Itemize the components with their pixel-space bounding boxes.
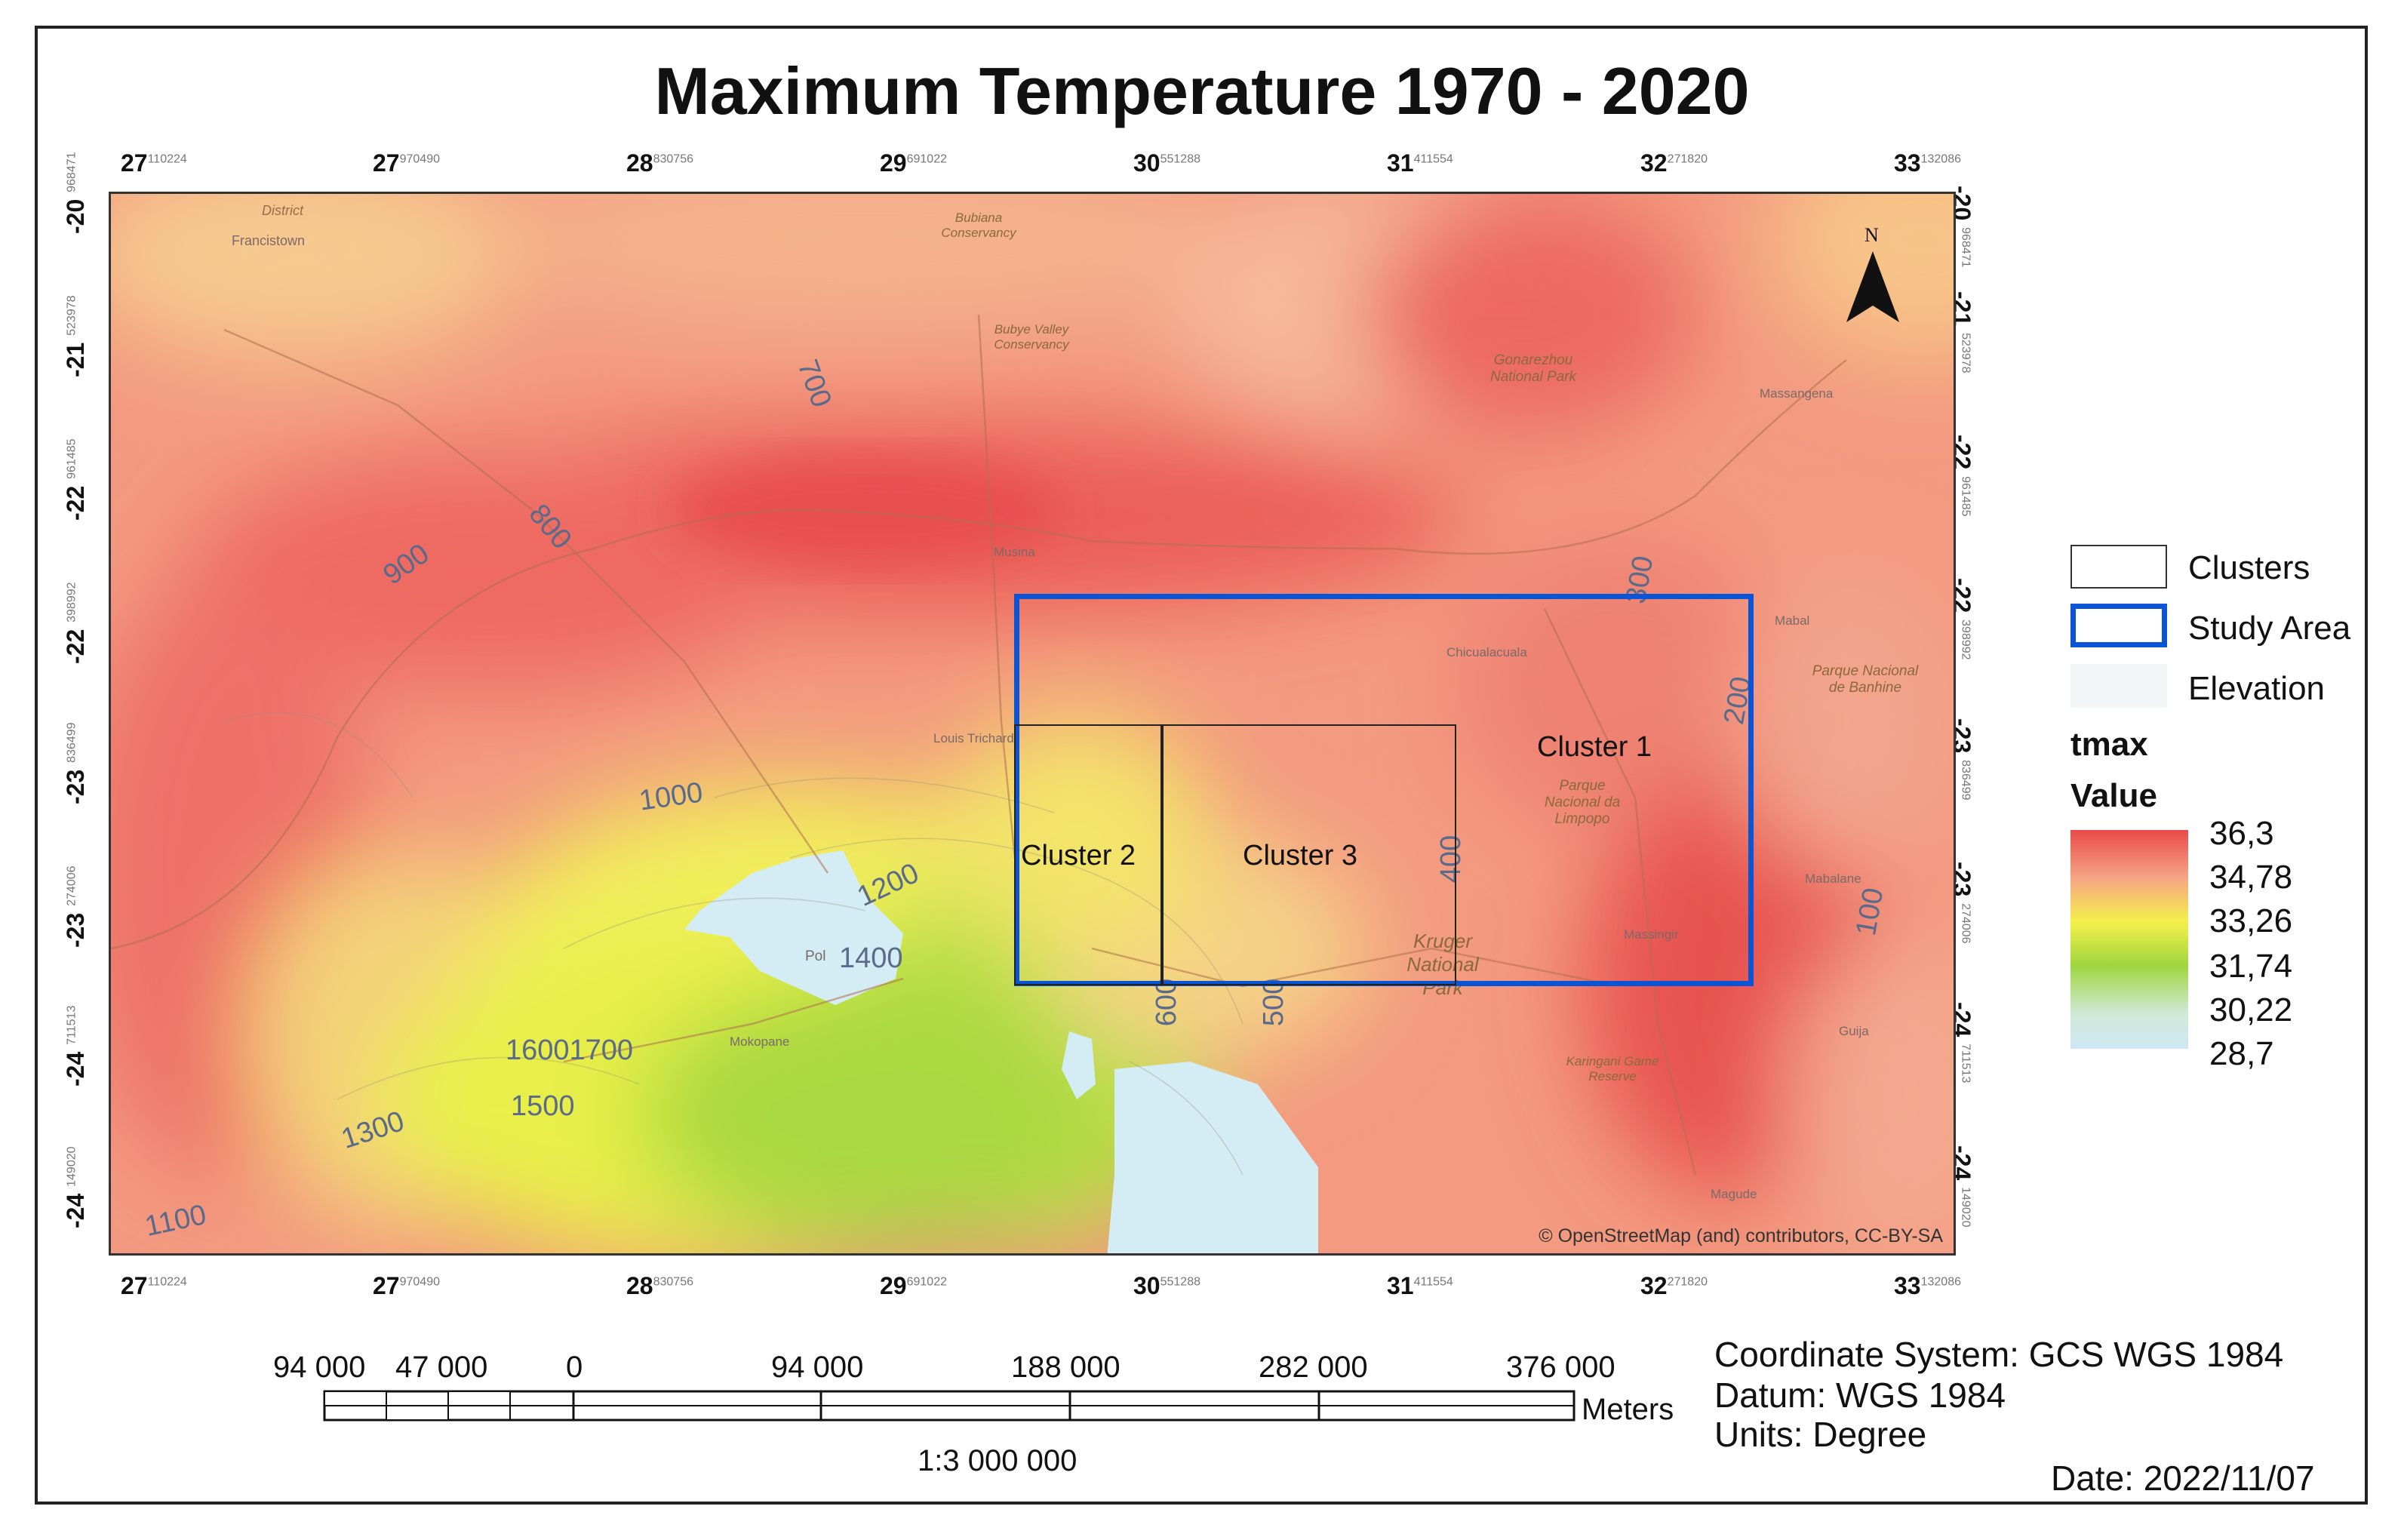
- top-tick-7: 32271820: [1640, 149, 1708, 177]
- temperature-surface: [111, 194, 1954, 1253]
- elevation-patch-west: [684, 850, 903, 1005]
- legend-study-area-swatch: [2070, 604, 2167, 647]
- place-francistown: Francistown: [232, 233, 306, 248]
- place-mabalane: Mabalane: [1805, 871, 1861, 886]
- datum-text: Datum: WGS 1984: [1714, 1376, 2006, 1415]
- scale-bar-graphic: [323, 1390, 1576, 1422]
- scale-label-2: 47 000: [395, 1351, 488, 1384]
- units-text: Units: Degree: [1714, 1415, 1927, 1454]
- contour-label-1400: 1400: [839, 942, 903, 974]
- legend-study-area-label: Study Area: [2188, 610, 2351, 647]
- cluster-2-polygon[interactable]: [1014, 724, 1162, 985]
- legend-elevation-label: Elevation: [2188, 670, 2326, 707]
- place-karingani: Karingani Game Reserve: [1566, 1054, 1659, 1084]
- bottom-tick-7: 32271820: [1640, 1272, 1708, 1299]
- place-district: District: [262, 203, 303, 218]
- left-tick-1: -20 968471: [62, 152, 89, 234]
- legend-clusters-swatch: [2070, 545, 2167, 589]
- scale-ratio: 1:3 000 000: [918, 1444, 1077, 1477]
- bottom-tick-3: 28830756: [626, 1272, 693, 1299]
- top-tick-1: 27110224: [121, 149, 187, 177]
- legend-value-3: 33,26: [2209, 902, 2293, 939]
- place-mabal: Mabal: [1775, 613, 1810, 628]
- cluster-1-label: Cluster 1: [1537, 731, 1652, 763]
- top-tick-2: 27970490: [373, 149, 440, 177]
- elevation-patch-south: [1107, 1062, 1318, 1253]
- place-louis-trichardt: Louis Trichardt: [933, 731, 1018, 745]
- legend-value-6: 28,7: [2209, 1035, 2274, 1072]
- top-tick-4: 29691022: [880, 149, 947, 177]
- scale-label-4: 94 000: [771, 1351, 864, 1384]
- bottom-tick-6: 31411554: [1387, 1272, 1453, 1299]
- legend-clusters-label: Clusters: [2188, 549, 2310, 586]
- north-arrow-icon: N: [1846, 224, 1899, 322]
- contour-label-1500: 1500: [511, 1090, 575, 1122]
- top-tick-6: 31411554: [1387, 149, 1453, 177]
- legend-value-title: Value: [2070, 777, 2157, 814]
- scale-label-1: 94 000: [273, 1351, 366, 1384]
- elevation-patch-small: [1062, 1031, 1096, 1099]
- bottom-tick-4: 29691022: [880, 1272, 947, 1299]
- place-guija: Guija: [1839, 1024, 1869, 1038]
- bottom-tick-5: 30551288: [1133, 1272, 1200, 1299]
- legend-value-2: 34,78: [2209, 859, 2293, 896]
- contour-lines: [223, 712, 1244, 1176]
- place-kruger: Kruger National Park: [1406, 930, 1479, 999]
- layout-frame: [35, 26, 2368, 1505]
- cluster-2-label: Cluster 2: [1021, 840, 1136, 871]
- top-tick-8: 33132086: [1894, 149, 1961, 177]
- legend-elevation-swatch: [2070, 664, 2167, 708]
- place-polokwane: Pol: [805, 948, 826, 964]
- place-gonarezhou: Gonarezhou National Park: [1489, 352, 1577, 385]
- place-musina: Musina: [994, 545, 1035, 559]
- map-panel[interactable]: 700 800 900 1000 1200 1400 16001700 1500…: [109, 192, 1956, 1256]
- contour-label-16001700: 16001700: [506, 1034, 634, 1066]
- coordinate-system-text: Coordinate System: GCS WGS 1984: [1714, 1335, 2284, 1374]
- place-chicualacuala: Chicualacuala: [1446, 645, 1527, 659]
- study-area-outline[interactable]: [1014, 594, 1754, 986]
- top-tick-3: 28830756: [626, 149, 693, 177]
- bottom-tick-1: 27110224: [121, 1272, 187, 1299]
- scale-unit: Meters: [1582, 1393, 1674, 1426]
- attribution: © OpenStreetMap (and) contributors, CC-B…: [1539, 1225, 1943, 1246]
- cluster-3-label: Cluster 3: [1243, 840, 1358, 871]
- place-bubiana: Bubiana Conservancy: [941, 211, 1016, 240]
- left-tick-7: -24 711513: [62, 1005, 89, 1087]
- place-banhine: Parque Nacional de Banhine: [1812, 663, 1919, 696]
- scale-label-5: 188 000: [1011, 1351, 1121, 1384]
- legend-field-name: tmax: [2070, 726, 2148, 763]
- left-tick-6: -23 274006: [62, 865, 89, 948]
- legend-value-5: 30,22: [2209, 991, 2293, 1028]
- legend-value-4: 31,74: [2209, 948, 2293, 985]
- legend-value-1: 36,3: [2209, 815, 2274, 852]
- place-magude: Magude: [1711, 1187, 1757, 1201]
- left-tick-8: -24 149020: [62, 1146, 89, 1228]
- place-bubye: Bubye Valley Conservancy: [994, 322, 1069, 352]
- left-tick-5: -23 836499: [62, 722, 89, 804]
- place-limpopo-park: Parque Nacional da Limpopo: [1544, 778, 1621, 827]
- top-tick-5: 30551288: [1133, 149, 1200, 177]
- roads-layer: [111, 314, 1847, 1176]
- date-text: Date: 2022/11/07: [2051, 1459, 2315, 1498]
- map-title: Maximum Temperature 1970 - 2020: [654, 54, 1750, 128]
- scale-label-7: 376 000: [1506, 1351, 1615, 1384]
- scale-label-3: 0: [566, 1351, 583, 1384]
- bottom-tick-8: 33132086: [1894, 1272, 1961, 1299]
- left-tick-4: -22 398992: [62, 582, 89, 664]
- place-mokopane: Mokopane: [730, 1034, 790, 1049]
- cluster-3-polygon[interactable]: [1162, 724, 1456, 985]
- place-massangena: Massangena: [1760, 386, 1834, 401]
- bottom-tick-2: 27970490: [373, 1272, 440, 1299]
- place-massingir: Massingir: [1624, 927, 1679, 942]
- north-label: N: [1864, 224, 1879, 246]
- left-tick-3: -22 961485: [62, 438, 89, 521]
- legend-color-ramp: [2070, 830, 2188, 1049]
- left-tick-2: -21 523978: [62, 295, 89, 377]
- scale-label-6: 282 000: [1259, 1351, 1368, 1384]
